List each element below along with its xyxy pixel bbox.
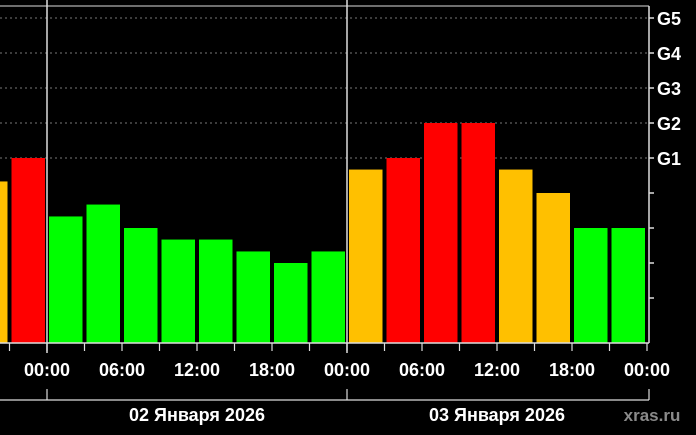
bar: [49, 216, 83, 343]
bar: [536, 193, 570, 343]
bar: [311, 251, 345, 343]
date-label: 03 Января 2026: [429, 405, 565, 425]
y-tick-label: G4: [657, 44, 681, 64]
bar: [199, 239, 233, 343]
labels: G5 G4 G3 G2 G1 18:00 00:00 06:00 12:00 18:00 00:00…: [24, 9, 681, 425]
watermark: xras.ru: [624, 406, 681, 425]
bar: [11, 158, 45, 343]
x-tick-label: 00:00: [24, 360, 70, 380]
bar: [274, 263, 308, 343]
date-label: 02 Января 2026: [129, 405, 265, 425]
x-tick-label: 12:00: [474, 360, 520, 380]
y-tick-label: G3: [657, 79, 681, 99]
grid-lines: [0, 17, 649, 159]
bar: [574, 228, 608, 343]
y-tick-label: G1: [657, 149, 681, 169]
axes: [0, 0, 654, 401]
y-tick-label: G2: [657, 114, 681, 134]
bars: [0, 123, 645, 343]
bar: [499, 169, 533, 343]
bar: [386, 158, 420, 343]
bar: [0, 181, 8, 343]
bar: [424, 123, 458, 343]
bar: [124, 228, 158, 343]
x-tick-label: 18:00: [549, 360, 595, 380]
x-tick-label: 12:00: [174, 360, 220, 380]
bar: [611, 228, 645, 343]
bar: [161, 239, 195, 343]
x-tick-label: 06:00: [99, 360, 145, 380]
x-tick-label: 06:00: [399, 360, 445, 380]
x-tick-label: 18:00: [249, 360, 295, 380]
y-tick-label: G5: [657, 9, 681, 29]
x-tick-label: 00:00: [324, 360, 370, 380]
bar: [86, 204, 120, 343]
bar: [461, 123, 495, 343]
bar: [349, 169, 383, 343]
x-tick-label: 00:00: [624, 360, 670, 380]
bar: [236, 251, 270, 343]
